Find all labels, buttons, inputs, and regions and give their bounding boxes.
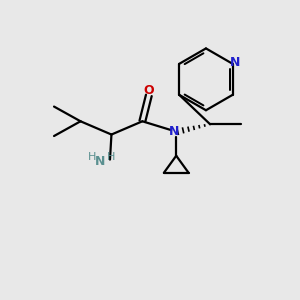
Text: O: O	[143, 84, 154, 97]
Text: N: N	[169, 125, 179, 138]
Text: N: N	[94, 154, 105, 167]
Text: H: H	[107, 152, 116, 162]
Text: N: N	[230, 56, 240, 69]
Text: H: H	[88, 152, 96, 162]
